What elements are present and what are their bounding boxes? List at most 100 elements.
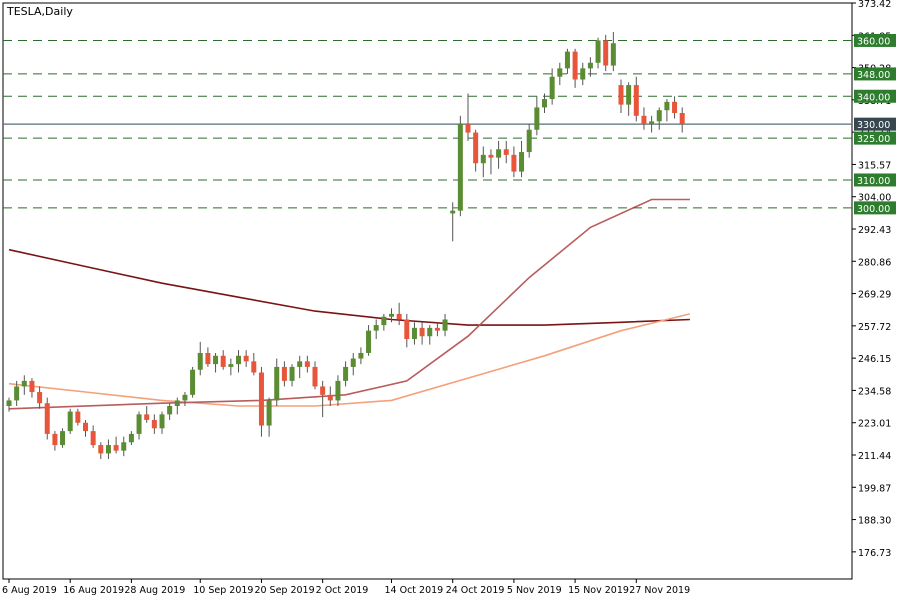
y-tick-label: 315.57 xyxy=(858,160,891,171)
y-tick-label: 234.58 xyxy=(858,386,891,397)
candle-body-bull xyxy=(626,85,632,105)
candle-body-bear xyxy=(511,154,517,172)
candle xyxy=(679,107,685,133)
candle-body-bear xyxy=(258,372,264,426)
candle-body-bull xyxy=(656,110,662,122)
candle-body-bull xyxy=(457,124,463,211)
candle xyxy=(610,32,616,72)
ma-mid-line xyxy=(8,313,691,407)
candle-body-bear xyxy=(396,313,402,320)
candle xyxy=(343,361,349,387)
x-tick-label: 2 Oct 2019 xyxy=(316,585,369,596)
x-tick-label: 6 Aug 2019 xyxy=(2,585,57,596)
candle-body-bull xyxy=(236,355,241,365)
candle-body-bull xyxy=(197,352,203,370)
candle xyxy=(258,366,264,437)
candle xyxy=(128,431,134,446)
candle-body-bull xyxy=(14,386,20,401)
level-badge-310.00-label: 310.00 xyxy=(857,176,890,187)
candle xyxy=(236,350,241,373)
candle-body-bull xyxy=(411,327,417,340)
candle-body-bull xyxy=(6,400,12,406)
candle xyxy=(381,313,387,331)
y-tick-label: 176.73 xyxy=(858,548,891,559)
candle-body-bull xyxy=(427,327,433,337)
candle-body-bull xyxy=(526,129,532,153)
candle xyxy=(649,115,655,133)
candle-body-bear xyxy=(75,411,81,423)
y-tick-label: 280.86 xyxy=(858,257,891,268)
candle-body-bear xyxy=(503,149,509,155)
candle-body-bear xyxy=(641,115,647,125)
candle xyxy=(434,322,440,337)
candle xyxy=(404,313,410,348)
candle-body-bull xyxy=(480,154,486,164)
candle-body-bull xyxy=(496,149,502,158)
candle-body-bull xyxy=(297,361,303,367)
level-badge-300.00-bg xyxy=(854,201,896,215)
candle xyxy=(480,146,486,178)
candle-body-bull xyxy=(381,316,387,326)
candle xyxy=(557,62,563,86)
candle-body-bear xyxy=(98,445,104,454)
y-tick-label: 199.87 xyxy=(858,483,891,494)
candle-body-bull xyxy=(128,433,134,443)
candle-body-bear xyxy=(29,380,35,393)
x-tick-label: 28 Aug 2019 xyxy=(124,585,185,596)
y-tick-label: 269.29 xyxy=(858,290,891,301)
candle xyxy=(29,378,35,398)
candle-body-bull xyxy=(542,99,547,108)
current-price-badge-bg xyxy=(854,117,896,131)
candle xyxy=(243,350,249,367)
candle xyxy=(496,140,502,169)
candle-body-bear xyxy=(90,431,96,446)
candle-body-bear xyxy=(633,85,639,116)
candle-body-bull xyxy=(289,366,295,381)
candle-body-bull xyxy=(266,400,272,426)
candle-body-bear xyxy=(603,40,609,66)
horizontal-levels xyxy=(3,39,852,209)
candle-body-bear xyxy=(44,403,50,434)
candle xyxy=(335,375,341,406)
candle-body-bear xyxy=(488,154,494,158)
candle xyxy=(656,107,662,130)
candle xyxy=(595,37,601,69)
y-tick-label: 188.30 xyxy=(858,516,891,527)
level-badge-325.00-label: 325.00 xyxy=(857,134,890,145)
x-tick-label: 20 Sep 2019 xyxy=(254,585,314,596)
candle-body-bull xyxy=(587,62,593,69)
plot-area xyxy=(2,2,853,580)
candle-body-bull xyxy=(519,152,525,172)
candle xyxy=(190,366,196,398)
candle-body-bull xyxy=(564,51,570,69)
candle xyxy=(419,322,425,345)
candle xyxy=(442,313,448,337)
candle-body-bull xyxy=(167,405,173,415)
candle xyxy=(14,380,20,406)
candle-body-bear xyxy=(434,327,440,331)
candle xyxy=(113,436,119,454)
candle xyxy=(151,414,157,434)
candle xyxy=(457,115,463,217)
candle xyxy=(67,408,73,434)
candle-body-bull xyxy=(182,394,188,401)
candle xyxy=(572,48,578,88)
current-price-badge: 330.00 xyxy=(854,117,896,131)
ma-fast-line xyxy=(8,198,690,410)
candle xyxy=(626,82,632,116)
level-badge-360.00-bg xyxy=(854,33,896,47)
candle-body-bull xyxy=(664,101,670,111)
candle xyxy=(511,146,517,178)
candle-body-bull xyxy=(366,330,372,353)
candle xyxy=(473,129,479,172)
level-badge-340.00-bg xyxy=(854,89,896,103)
candle xyxy=(503,140,509,164)
candle xyxy=(411,322,417,345)
candle xyxy=(98,442,104,460)
candle-body-bull xyxy=(343,366,349,381)
candle xyxy=(121,436,127,457)
candle xyxy=(389,308,394,323)
y-axis: 373.42361.85350.28338.71327.14315.57304.… xyxy=(852,0,896,559)
